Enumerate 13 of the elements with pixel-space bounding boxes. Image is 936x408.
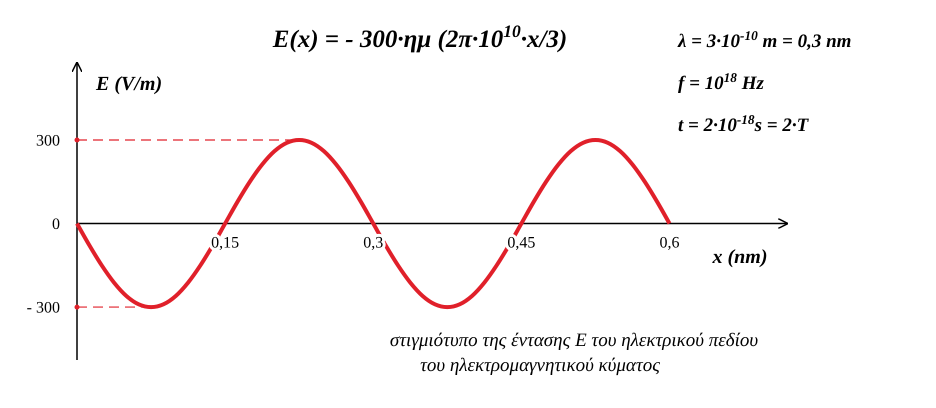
annotation: του ηλεκτρομαγνητικού κύματος — [420, 355, 660, 376]
x-tick-label: 0,6 — [660, 234, 680, 252]
annotation: f = 10$^{18}$ Hz — [678, 70, 764, 94]
x-tick-label: 0,3 — [363, 234, 384, 252]
chart-title: E(x) = - 300·ημ (2π·10$^{10}$·x/3) — [272, 21, 568, 53]
y-tick-label: 300 — [36, 132, 60, 150]
annotation: στιγμιότυπο της έντασης E του ηλεκτρικού πεδίου — [390, 330, 758, 351]
y-tick-label: - 300 — [26, 300, 60, 317]
y-axis-title: E (V/m) — [95, 73, 162, 95]
y-tick-label: 0 — [52, 216, 60, 234]
x-axis-title: x (nm) — [712, 246, 768, 268]
annotation: t = 2·10$^{-18}$s = 2·T — [678, 112, 810, 136]
text: λ = 3·10$^{-10}$ m = 0,3 nm — [677, 28, 852, 52]
